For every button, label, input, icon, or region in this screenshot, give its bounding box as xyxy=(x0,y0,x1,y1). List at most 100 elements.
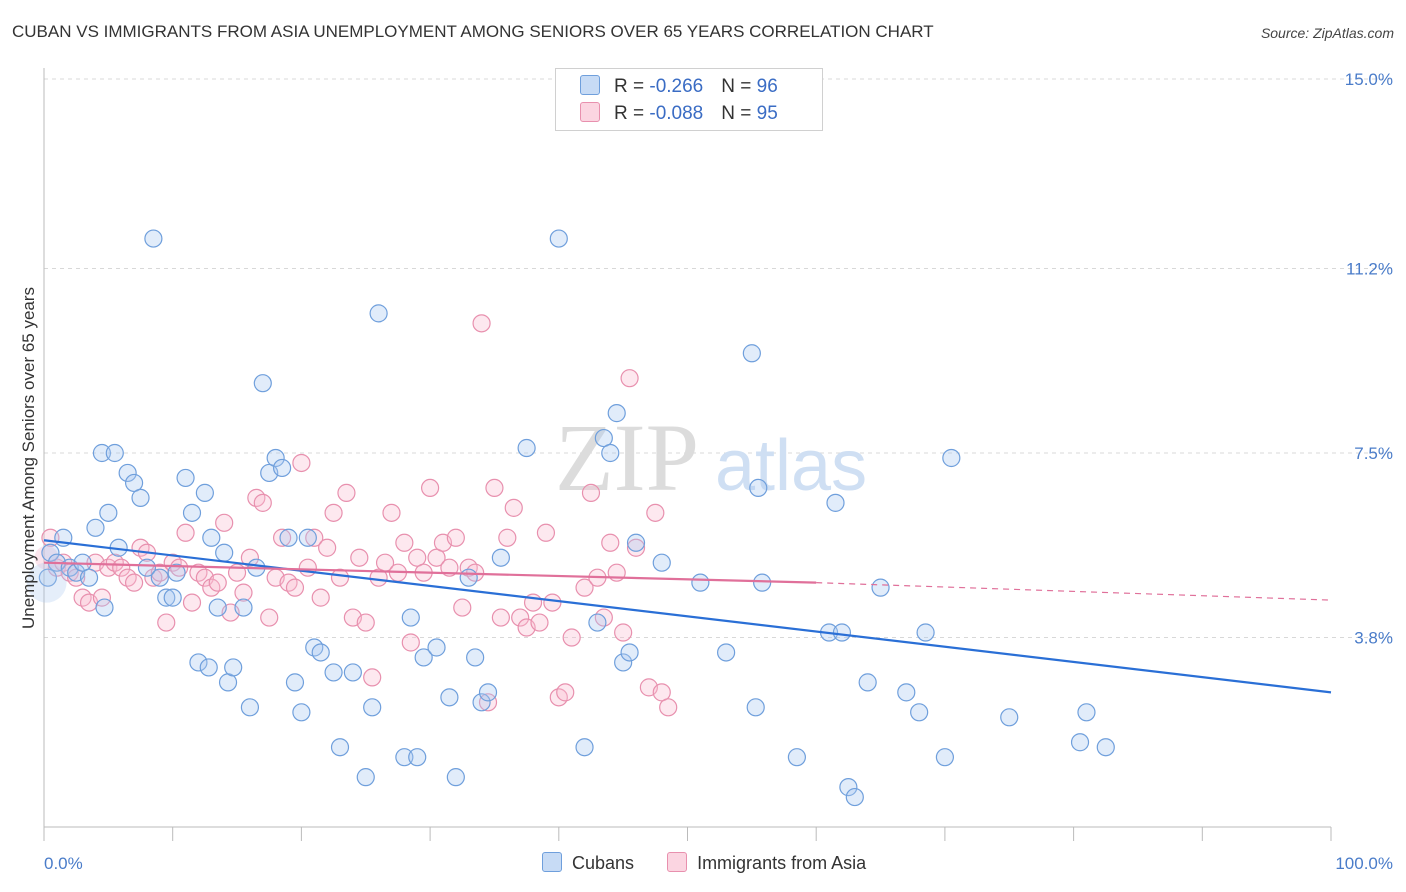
asia-point xyxy=(440,558,459,577)
cubans-point xyxy=(208,598,227,617)
cubans-point xyxy=(144,229,163,248)
asia-point xyxy=(272,528,292,547)
asia-point xyxy=(208,573,227,592)
cubans-cluster-point xyxy=(26,562,67,603)
cubans-point xyxy=(79,568,99,587)
cubans-point xyxy=(253,374,272,393)
y-tick-label: 11.2% xyxy=(1346,259,1393,278)
cubans-point xyxy=(749,478,768,498)
watermark-zip: ZIP xyxy=(555,404,699,511)
asia-point xyxy=(324,503,343,522)
cubans-point xyxy=(86,518,105,537)
cubans-point xyxy=(99,503,118,522)
asia-point xyxy=(401,633,420,652)
axes xyxy=(43,68,1332,841)
asia-points xyxy=(34,314,678,717)
asia-point xyxy=(305,528,324,547)
cubans-point xyxy=(607,404,626,423)
cubans-point xyxy=(298,528,317,547)
cubans-point xyxy=(356,768,375,787)
asia-point xyxy=(536,523,556,542)
asia-point xyxy=(626,538,646,557)
legend-n-value: 95 xyxy=(756,103,778,124)
asia-point xyxy=(472,314,491,333)
cubans-point xyxy=(202,528,221,547)
cubans-point xyxy=(224,658,243,677)
cubans-point xyxy=(1077,703,1096,722)
chart-title: CUBAN VS IMMIGRANTS FROM ASIA UNEMPLOYME… xyxy=(12,22,934,41)
cubans-point xyxy=(176,468,195,488)
cubans-point xyxy=(935,748,955,767)
cubans-point xyxy=(131,488,150,507)
cubans-point xyxy=(620,643,639,662)
asia-point xyxy=(382,503,401,522)
legend-item-asia[interactable]: Immigrants from Asia xyxy=(667,852,866,874)
legend-row-asia: R = -0.088 N = 95 xyxy=(580,102,778,126)
asia-trend-extension xyxy=(816,582,1332,601)
asia-legend-swatch xyxy=(667,852,688,872)
cubans-point xyxy=(1070,733,1090,752)
legend-n-label: N = xyxy=(721,76,757,97)
cubans-point xyxy=(626,533,646,552)
asia-point xyxy=(67,568,86,587)
legend-r-value: -0.266 xyxy=(649,76,704,97)
cubans-point xyxy=(395,748,414,767)
cubans-legend-swatch xyxy=(542,852,562,872)
watermark-atlas: atlas xyxy=(715,426,867,506)
cubans-point xyxy=(279,528,298,547)
cubans-point xyxy=(124,473,144,493)
legend-r-value: -0.088 xyxy=(649,103,704,124)
source-label: Source: ZipAtlas.com xyxy=(1260,25,1394,41)
cubans-point xyxy=(292,703,311,722)
asia-point xyxy=(478,693,498,712)
cubans-point xyxy=(594,428,613,448)
legend-n-value: 96 xyxy=(756,76,778,97)
x-tick-label: 100.0% xyxy=(1335,854,1393,873)
asia-point xyxy=(575,578,594,597)
cubans-point xyxy=(285,673,305,692)
correlation-legend: R = -0.266 N = 96 R = -0.088 N = 95 xyxy=(555,68,823,131)
cubans-point xyxy=(839,778,858,797)
asia-point xyxy=(421,478,440,498)
legend-n-label: N = xyxy=(721,103,757,124)
cubans-point xyxy=(652,553,671,572)
asia-point xyxy=(337,483,356,502)
cubans-point xyxy=(1096,738,1115,757)
cubans-point xyxy=(549,229,568,248)
cubans-point xyxy=(234,598,253,617)
legend-item-cubans[interactable]: Cubans xyxy=(542,852,634,874)
asia-point xyxy=(652,683,671,702)
cubans-point xyxy=(311,643,330,662)
cubans-point xyxy=(324,663,343,682)
cubans-point xyxy=(491,548,510,567)
cubans-point xyxy=(826,493,845,512)
cubans-point xyxy=(717,643,736,662)
cubans-point xyxy=(897,683,916,702)
cubans-point xyxy=(240,698,260,717)
asia-point xyxy=(646,503,665,522)
cubans-point xyxy=(150,568,169,587)
cubans-point xyxy=(167,563,186,582)
legend-row-cubans: R = -0.266 N = 96 xyxy=(580,75,778,99)
cubans-point xyxy=(440,688,459,707)
asia-point xyxy=(240,548,260,567)
asia-point xyxy=(157,613,176,632)
cubans-point xyxy=(363,698,382,717)
trend-lines xyxy=(43,539,1332,694)
cubans-point xyxy=(195,483,214,502)
cubans-point xyxy=(858,673,877,692)
asia-point xyxy=(453,598,472,617)
asia-point xyxy=(285,578,305,597)
cubans-swatch xyxy=(580,75,600,95)
asia-point xyxy=(530,613,549,632)
asia-trend-line xyxy=(43,561,817,584)
cubans-point xyxy=(105,443,124,463)
asia-point xyxy=(124,573,144,592)
asia-point xyxy=(363,668,382,687)
cubans-point xyxy=(343,663,362,682)
asia-point xyxy=(614,623,633,642)
legend-label-cubans: Cubans xyxy=(572,853,635,873)
cubans-point xyxy=(845,787,864,807)
asia-point xyxy=(234,583,253,602)
asia-point xyxy=(659,698,678,717)
